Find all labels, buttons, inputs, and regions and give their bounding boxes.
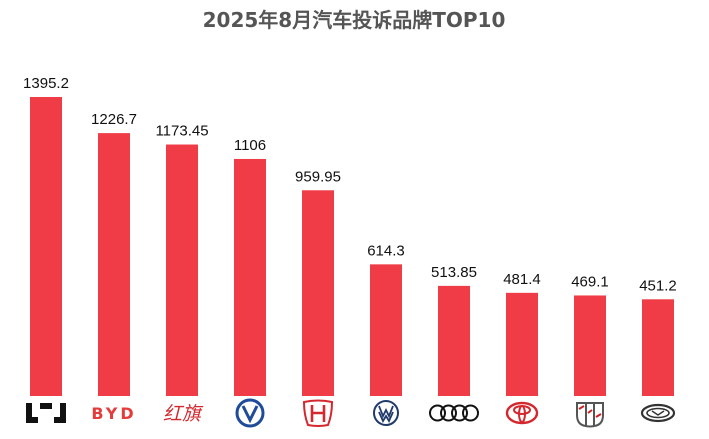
value-label-geely: 451.2	[639, 277, 677, 294]
bar-audi	[438, 285, 470, 396]
hongqi-logo: 红旗	[163, 403, 204, 425]
value-label-volkswagen: 614.3	[367, 242, 405, 259]
geely-logo	[640, 403, 676, 423]
bar-toyota	[506, 292, 538, 396]
bar-changan	[234, 158, 266, 396]
value-label-honda: 959.95	[295, 168, 341, 185]
bar-byd	[98, 133, 130, 396]
changan-logo	[235, 398, 265, 428]
honda-logo	[302, 399, 334, 427]
value-label-byd: 1226.7	[91, 111, 137, 128]
byd-logo: BYD	[91, 404, 136, 423]
volkswagen-logo	[373, 400, 399, 426]
value-label-buick: 469.1	[571, 273, 609, 290]
byd-logo-text: BYD	[91, 404, 136, 423]
hongqi-logo-text: 红旗	[163, 403, 204, 425]
value-label-toyota: 481.4	[503, 271, 541, 288]
toyota-logo	[505, 401, 539, 425]
value-label-lynk-co: 1395.2	[23, 75, 69, 92]
brand-logos-group: BYD 红旗	[26, 398, 676, 428]
value-label-changan: 1106	[234, 137, 266, 154]
audi-logo	[429, 404, 479, 422]
value-label-hongqi: 1173.45	[155, 123, 208, 140]
lynk-co-logo	[26, 403, 66, 423]
bar-geely	[642, 299, 674, 396]
value-labels-group: 1395.2 1226.7 1173.45 1106 959.95 614.3 513.85…	[23, 75, 677, 294]
bar-hongqi	[166, 144, 198, 396]
bar-volkswagen	[370, 264, 402, 396]
bar-buick	[574, 295, 606, 396]
bar-honda	[302, 190, 334, 396]
bar-lynk-co	[30, 97, 62, 396]
value-label-audi: 513.85	[431, 264, 477, 281]
buick-logo	[576, 402, 604, 428]
bars-group	[30, 97, 674, 396]
chart-title: 2025年8月汽车投诉品牌TOP10	[203, 8, 506, 32]
